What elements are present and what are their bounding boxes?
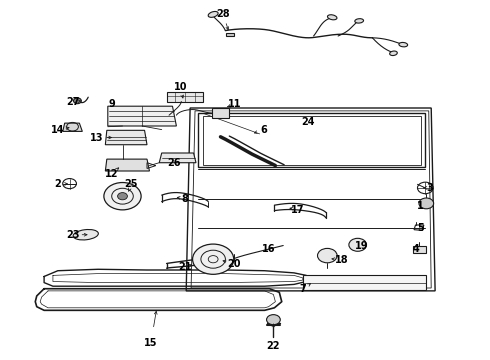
Polygon shape [226,33,234,36]
Polygon shape [167,92,203,102]
Text: 7: 7 [299,284,306,294]
Polygon shape [212,108,229,118]
Text: 27: 27 [66,96,79,107]
Circle shape [318,248,337,263]
Text: 14: 14 [51,125,65,135]
Polygon shape [105,130,147,145]
Ellipse shape [73,229,98,240]
Polygon shape [63,123,82,131]
Ellipse shape [208,12,218,17]
Text: 4: 4 [412,244,419,254]
Text: 10: 10 [173,82,187,92]
Circle shape [419,198,434,209]
Text: 28: 28 [216,9,230,19]
Text: 9: 9 [108,99,115,109]
Polygon shape [303,275,426,290]
Text: 25: 25 [124,179,138,189]
Text: 15: 15 [144,338,158,348]
Text: 26: 26 [167,158,181,168]
Polygon shape [413,246,426,253]
Circle shape [104,183,141,210]
Circle shape [349,238,367,251]
Text: 6: 6 [260,125,267,135]
Text: 16: 16 [262,244,275,254]
Text: 20: 20 [227,258,241,269]
Text: 2: 2 [54,179,61,189]
Text: 17: 17 [291,204,305,215]
Ellipse shape [390,51,397,55]
Text: 11: 11 [227,99,241,109]
Text: 21: 21 [178,262,192,272]
Circle shape [267,315,280,325]
Text: 19: 19 [355,240,368,251]
Ellipse shape [355,19,364,23]
Circle shape [74,98,81,104]
Text: 22: 22 [267,341,280,351]
Circle shape [193,244,234,274]
Text: 12: 12 [105,168,119,179]
Text: 1: 1 [417,201,424,211]
Text: 8: 8 [182,194,189,204]
Text: 3: 3 [427,183,434,193]
Polygon shape [108,106,176,126]
Polygon shape [105,159,149,171]
Text: 23: 23 [66,230,79,240]
Text: 13: 13 [90,132,104,143]
Polygon shape [159,153,196,163]
Text: 18: 18 [335,255,349,265]
Ellipse shape [399,42,408,47]
Text: 5: 5 [417,222,424,233]
Text: 24: 24 [301,117,315,127]
Circle shape [118,193,127,200]
Ellipse shape [327,15,337,20]
